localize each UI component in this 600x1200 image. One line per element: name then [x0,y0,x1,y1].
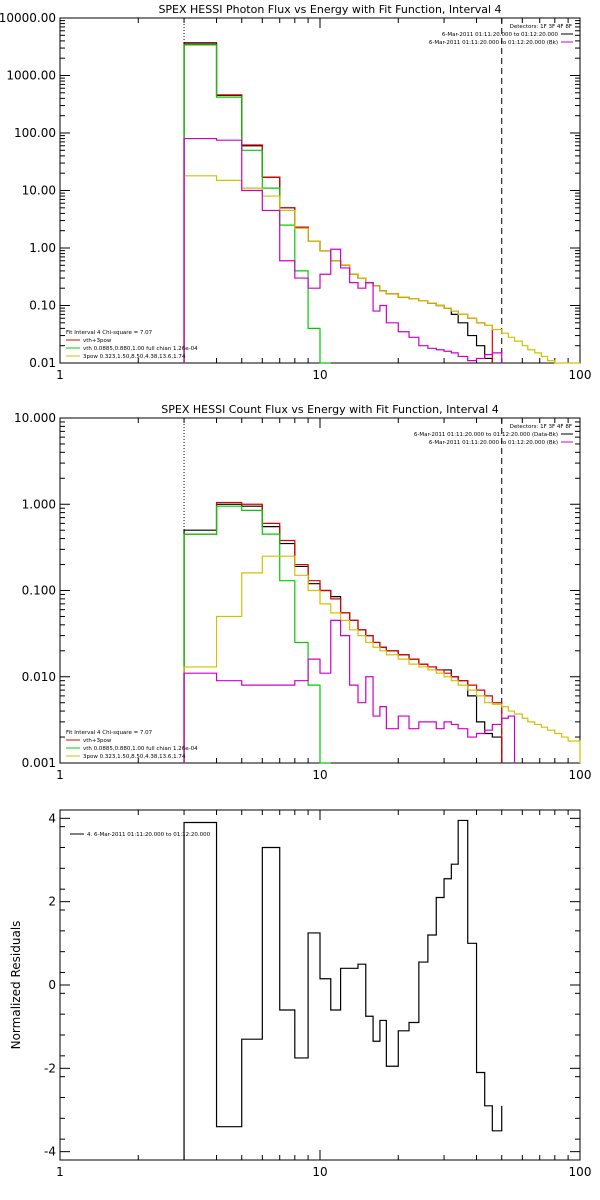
photon-flux-legend-bk: 6-Mar-2011 01:11:20.000 to 01:12:20.000 … [429,40,558,46]
photon-flux-legend-3pow: 3pow 0.323,1.50,8.50,4.38,13.6,1.74 [83,354,186,360]
photon-flux-y-tick-label: 1000.00 [6,69,56,83]
photon-flux-legend-vth3pow: vth+3pow [83,338,112,344]
count-flux-series-vth-3pow [183,501,503,763]
photon-flux-y-tick-label: 100.00 [14,126,56,140]
count-flux-series-bk [183,619,516,763]
count-flux-series [183,501,581,764]
count-flux-legend-vth3pow: vth+3pow [83,738,112,744]
count-flux-y-tick-label: 10.000 [14,411,56,425]
photon-flux-y-tick-label: 1.00 [29,241,56,255]
count-flux-legend-bk: 6-Mar-2011 01:11:20.000 to 01:12:20.000 … [429,440,558,446]
residuals-x-tick-label: 1 [56,1165,64,1179]
count-flux-legend-top: Detectors: 1F 3F 4F 8F 6-Mar-2011 01:11:… [414,424,573,446]
count-flux-legend-bottom: Fit Interval 4 Chi-square = 7.07 vth+3po… [66,730,198,760]
residuals-panel: 1 10 100 4 2 0 -2 -4 Normalized Residuals 4. 6-… [9,809,591,1179]
count-flux-y-tick-label: 0.100 [22,584,56,598]
photon-flux-x-tick-label: 1 [56,368,64,382]
count-flux-title: SPEX HESSI Count Flux vs Energy with Fit… [161,403,498,416]
count-flux-x-tick-label: 100 [569,768,592,782]
photon-flux-legend-vth: vth 0.0885,0.880,1.00 full chian 1.26e-0… [83,346,198,352]
residuals-y-tick-label: 2 [48,895,56,909]
residuals-series-residuals [183,819,503,1160]
count-flux-series-3pow [183,555,581,763]
residuals-x-tick-label: 100 [569,1165,592,1179]
photon-flux-x-tick-label: 10 [312,368,327,382]
photon-flux-series-vth [183,44,331,364]
count-flux-legend-3pow: 3pow 0.323,1.50,8.50,4.38,13.6,1.74 [83,754,186,760]
photon-flux-series-3pow [183,175,580,364]
photon-flux-legend-data: 6-Mar-2011 01:11:20.000 to 01:12:20.000 [442,32,559,38]
photon-flux-y-tick-label: 10000.00 [0,11,56,25]
residuals-series [183,819,503,1160]
residuals-y-tick-label: 0 [48,978,56,992]
photon-flux-title: SPEX HESSI Photon Flux vs Energy with Fi… [158,3,501,16]
photon-flux-series [183,42,580,364]
residuals-x-tick-label: 10 [312,1165,327,1179]
count-flux-x-tick-label: 10 [312,768,327,782]
photon-flux-legend-bottom: Fit Interval 4 Chi-square = 7.07 vth+3po… [66,330,198,360]
photon-flux-fit-interval-label: Fit Interval 4 Chi-square = 7.07 [66,330,153,336]
photon-flux-ticks: 1 10 100 0.01 0.10 1.00 10.00 100.00 1000.00 1000… [0,11,591,382]
count-flux-series-vth [183,505,331,764]
photon-flux-y-tick-label: 0.01 [29,356,56,370]
residuals-y-axis-label: Normalized Residuals [9,921,23,1050]
count-flux-detectors-label: Detectors: 1F 3F 4F 8F [510,424,572,430]
count-flux-fit-interval-label: Fit Interval 4 Chi-square = 7.07 [66,730,153,736]
photon-flux-series-bk [183,137,503,363]
residuals-y-tick-label: -2 [44,1061,56,1075]
count-flux-x-tick-label: 1 [56,768,64,782]
residuals-ticks: 1 10 100 4 2 0 -2 -4 [44,810,591,1179]
residuals-y-tick-label: -4 [44,1145,56,1159]
count-flux-reference-lines [183,418,503,763]
photon-flux-panel: SPEX HESSI Photon Flux vs Energy with Fi… [0,3,591,382]
count-flux-y-tick-label: 0.010 [22,670,56,684]
photon-flux-series-vth-3pow [183,43,493,363]
photon-flux-y-tick-label: 0.10 [29,299,56,313]
residuals-legend: 4. 6-Mar-2011 01:11:20.000 to 01:12:20.0… [70,832,211,838]
photon-flux-detectors-label: Detectors: 1F 3F 4F 8F [510,24,572,30]
count-flux-y-tick-label: 1.000 [22,497,56,511]
residuals-y-tick-label: 4 [48,811,56,825]
photon-flux-legend-top: Detectors: 1F 3F 4F 8F 6-Mar-2011 01:11:… [429,24,573,46]
photon-flux-x-tick-label: 100 [569,368,592,382]
count-flux-legend-data: 6-Mar-2011 01:11:20.000 to 01:12:20.000 … [414,432,558,438]
photon-flux-y-tick-label: 10.00 [22,184,56,198]
count-flux-ticks: 1 10 100 0.001 0.010 0.100 1.000 10.000 [14,411,591,782]
count-flux-y-tick-label: 0.001 [22,756,56,770]
count-flux-panel: SPEX HESSI Count Flux vs Energy with Fit… [14,403,591,782]
photon-flux-series-data [183,42,493,363]
residuals-legend-label: 4. 6-Mar-2011 01:11:20.000 to 01:12:20.0… [87,832,211,838]
count-flux-legend-vth: vth 0.0885,0.880,1.00 full chian 1.26e-0… [83,746,198,752]
